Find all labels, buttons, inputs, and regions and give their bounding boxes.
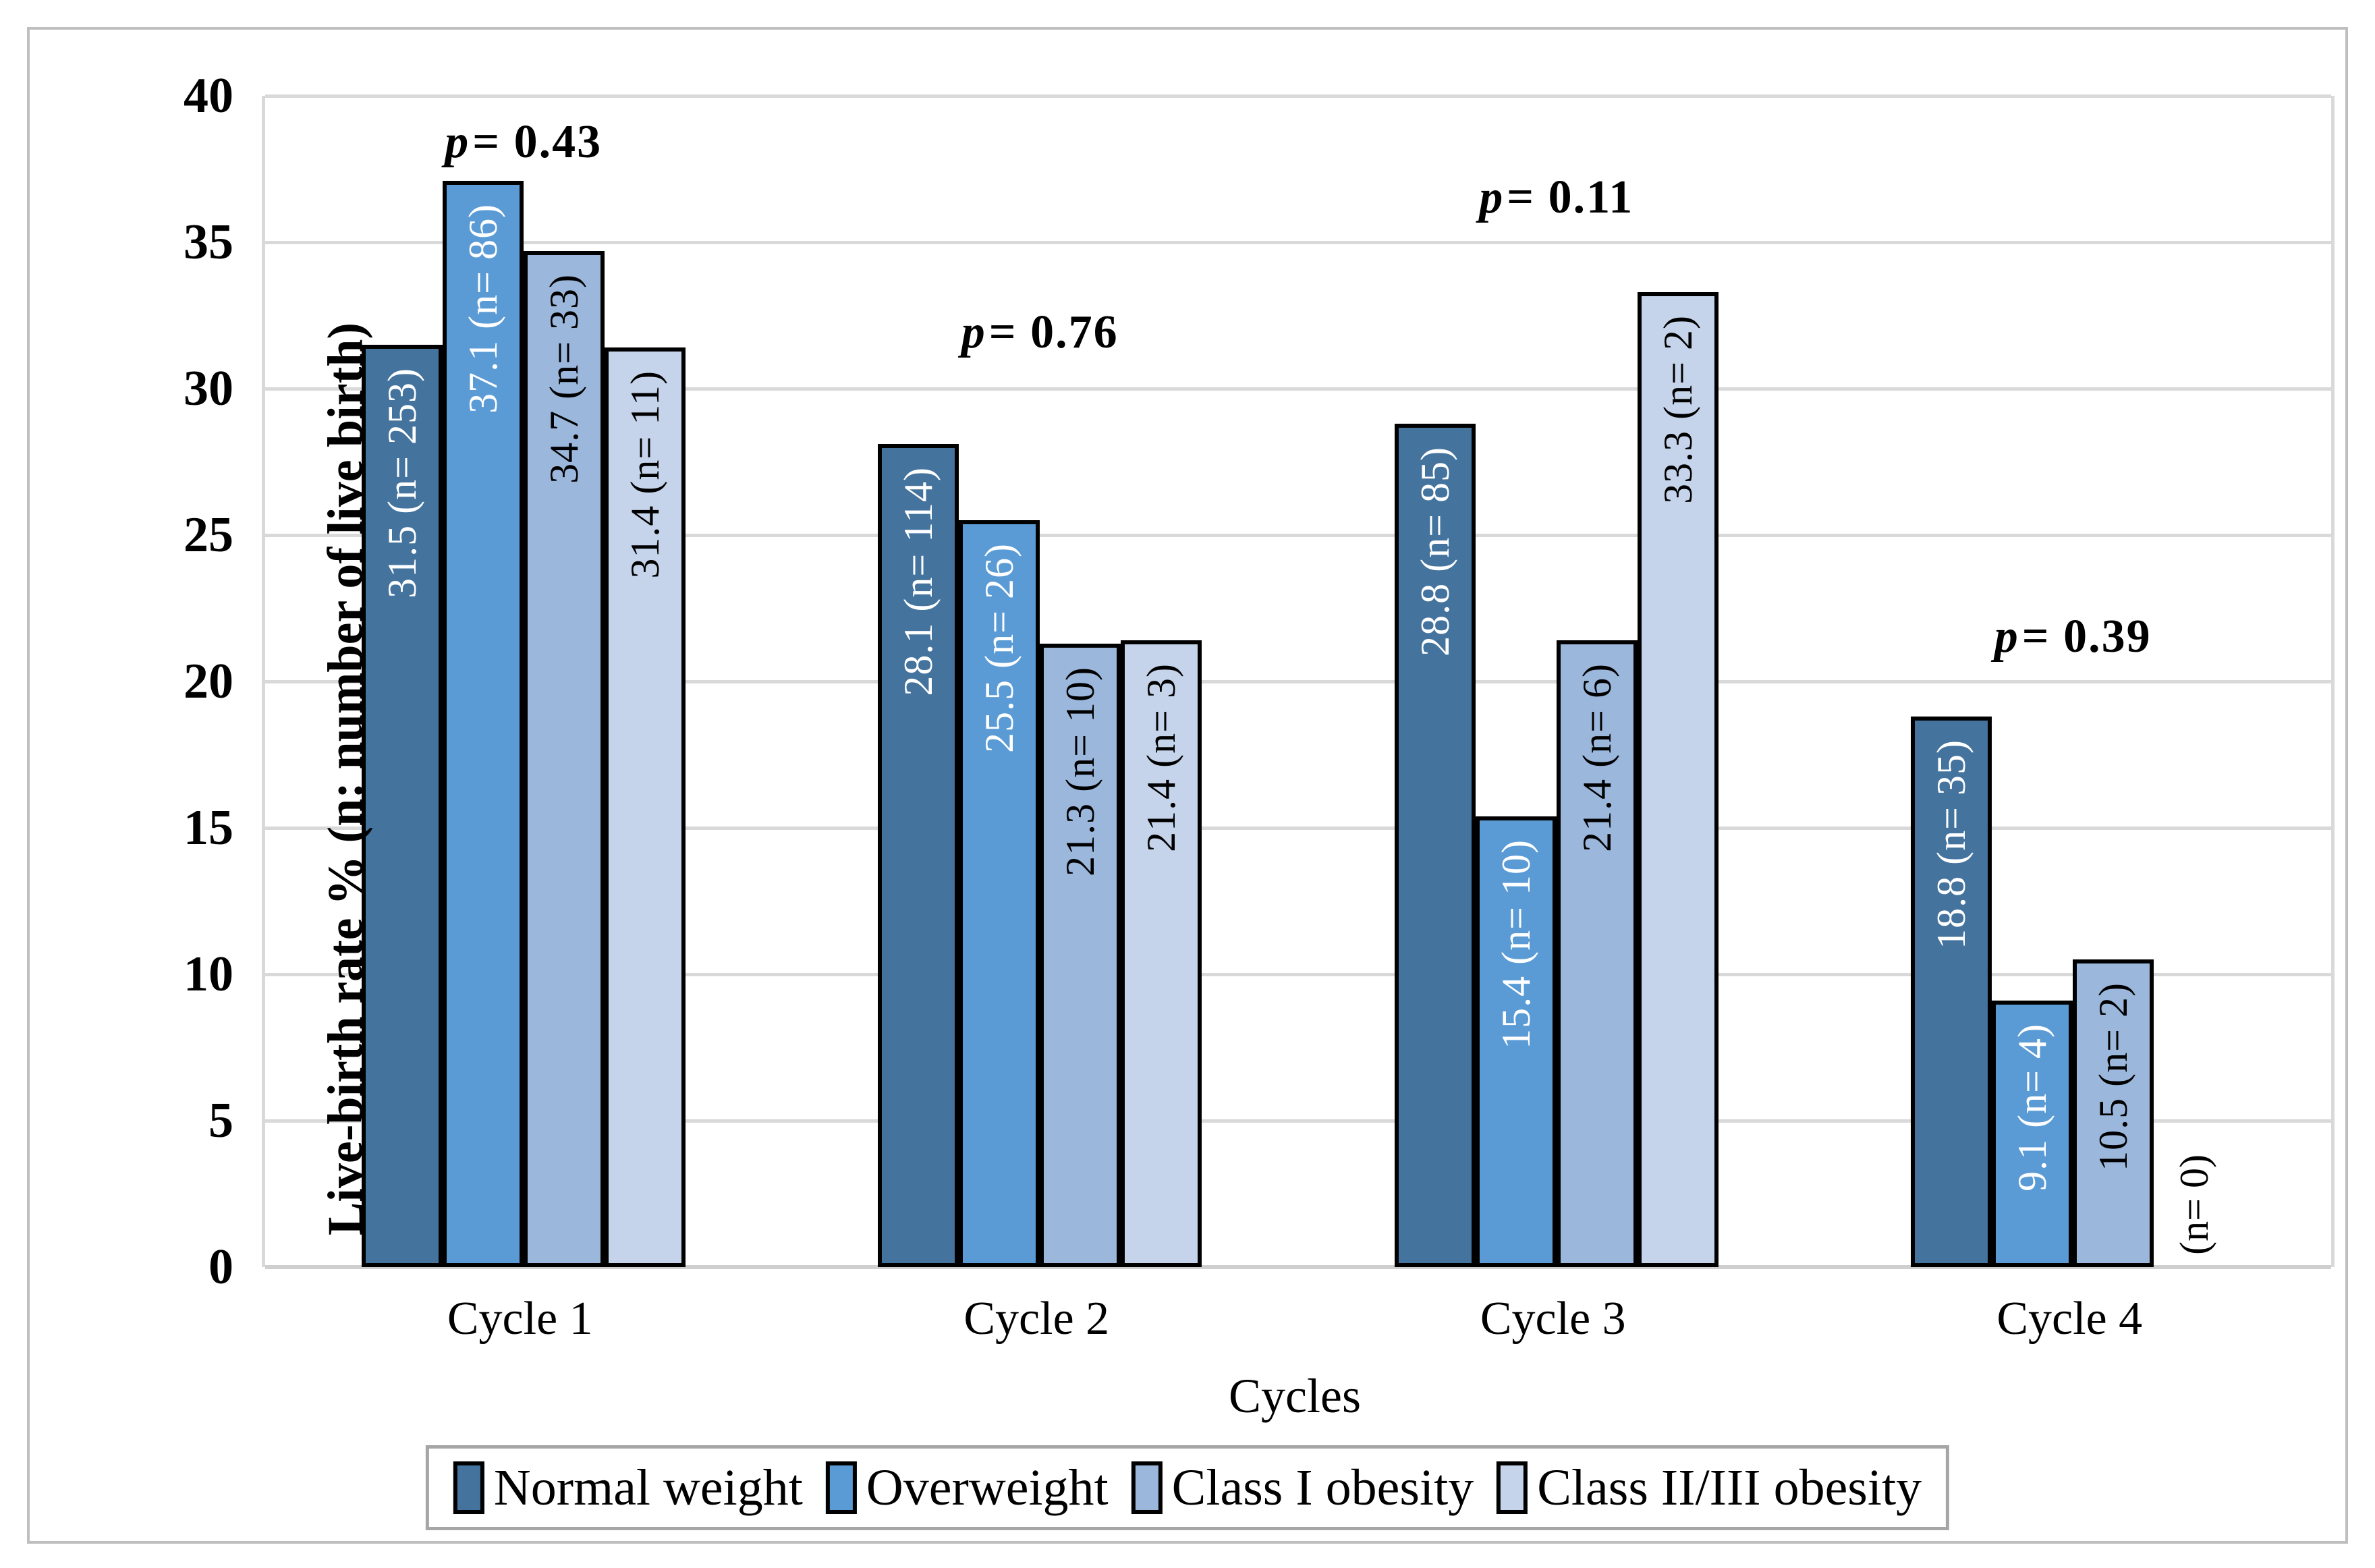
bar-value-label: 21.4 (n= 6): [1574, 663, 1619, 852]
bar-normal-weight-cycle-1: 31.5 (n= 253): [361, 345, 443, 1267]
legend-entry-overweight: Overweight: [825, 1459, 1109, 1516]
legend-entry-class-ii-iii-obesity: Class II/III obesity: [1497, 1461, 1922, 1514]
gridline: [265, 534, 2331, 537]
bar-value-label: 21.4 (n= 3): [1139, 663, 1184, 852]
y-tick-label-5: 5: [208, 1093, 233, 1148]
bar-normal-weight-cycle-4: 18.8 (n= 35): [1911, 717, 1992, 1267]
bar-overweight-cycle-2: 25.5 (n= 26): [959, 520, 1040, 1267]
bar-value-label: 31.5 (n= 253): [379, 368, 424, 598]
bar-value-label: 33.3 (n= 2): [1655, 315, 1700, 504]
gridline: [265, 241, 2331, 244]
y-tick-label-35: 35: [184, 215, 233, 270]
bar-overweight-cycle-4: 9.1 (n= 4): [1992, 1001, 2073, 1267]
bar-value-label: 31.4 (n= 11): [622, 370, 667, 579]
gridline: [265, 1119, 2331, 1123]
p-value-label-cycle-2: p= 0.76: [961, 306, 1119, 358]
legend-label: Normal weight: [493, 1459, 803, 1516]
legend-entry-class-i-obesity: Class I obesity: [1131, 1461, 1474, 1514]
bar-normal-weight-cycle-3: 28.8 (n= 85): [1394, 424, 1476, 1267]
x-axis-line: [265, 1265, 2331, 1269]
bar-class-i-obesity-cycle-2: 21.3 (n= 10): [1040, 644, 1121, 1267]
plot-area: 31.5 (n= 253) 37.1 (n= 86) 34.7 (n= 33) 31.…: [262, 94, 2335, 1269]
legend-label: Class I obesity: [1171, 1459, 1474, 1516]
y-axis-title: Live-birth rate % (n: number of live bir…: [318, 322, 374, 1236]
x-tick-label-cycle-4: Cycle 4: [1996, 1293, 2143, 1345]
y-tick-label-20: 20: [184, 654, 233, 709]
bar-value-label: 10.5 (n= 2): [2091, 982, 2136, 1171]
x-tick-label-cycle-1: Cycle 1: [447, 1293, 593, 1345]
p-value-label-cycle-1: p= 0.43: [445, 115, 603, 168]
bar-value-label: 34.7 (n= 33): [541, 274, 586, 484]
y-tick-label-10: 10: [184, 947, 233, 1002]
p-value-label-cycle-4: p= 0.39: [1994, 611, 2152, 663]
gridline: [265, 94, 2331, 98]
legend-entry-normal-weight: Normal weight: [453, 1461, 803, 1514]
bar-class-i-obesity-cycle-4: 10.5 (n= 2): [2073, 959, 2154, 1267]
gridline: [265, 827, 2331, 830]
legend-swatch-icon: [1131, 1461, 1163, 1514]
legend-swatch-icon: [1497, 1461, 1528, 1514]
x-tick-label-cycle-3: Cycle 3: [1480, 1293, 1626, 1345]
legend: Normal weight Overweight Class I obesity Cl…: [425, 1445, 1950, 1530]
y-tick-label-40: 40: [184, 68, 233, 123]
legend-label: Overweight: [866, 1459, 1109, 1516]
bar-value-label: 15.4 (n= 10): [1493, 839, 1538, 1049]
legend-label: Class II/III obesity: [1537, 1459, 1922, 1516]
bar-value-label: 9.1 (n= 4): [2010, 1024, 2055, 1192]
bar-class-ii-iii-obesity-cycle-3: 33.3 (n= 2): [1637, 292, 1719, 1267]
bar-normal-weight-cycle-2: 28.1 (n= 114): [878, 444, 959, 1267]
bar-overweight-cycle-1: 37.1 (n= 86): [442, 181, 524, 1267]
y-tick-label-0: 0: [208, 1239, 233, 1295]
bar-class-ii-iii-obesity-cycle-2: 21.4 (n= 3): [1121, 640, 1202, 1267]
y-tick-label-25: 25: [184, 507, 233, 563]
bar-value-label: 21.3 (n= 10): [1058, 667, 1103, 876]
bar-value-label: 28.1 (n= 114): [896, 467, 941, 696]
bar-class-i-obesity-cycle-1: 34.7 (n= 33): [523, 251, 605, 1267]
bar-value-label: 18.8 (n= 35): [1929, 739, 1974, 949]
legend-swatch-icon: [825, 1461, 857, 1514]
bar-value-label: 37.1 (n= 86): [460, 204, 505, 414]
legend-swatch-icon: [453, 1461, 484, 1514]
y-tick-label-15: 15: [184, 800, 233, 856]
gridline: [265, 387, 2331, 391]
bar-value-label-zero-cycle-4: (n= 0): [2172, 1154, 2217, 1255]
gridline: [265, 680, 2331, 683]
bar-class-i-obesity-cycle-3: 21.4 (n= 6): [1556, 640, 1638, 1267]
x-axis-title: Cycles: [1229, 1369, 1361, 1423]
p-value-label-cycle-3: p= 0.11: [1479, 171, 1634, 224]
bar-class-ii-iii-obesity-cycle-1: 31.4 (n= 11): [604, 347, 686, 1267]
bar-overweight-cycle-3: 15.4 (n= 10): [1475, 816, 1557, 1267]
gridline: [265, 973, 2331, 976]
bar-value-label: 25.5 (n= 26): [977, 543, 1022, 753]
y-tick-label-30: 30: [184, 361, 233, 416]
bar-value-label: 28.8 (n= 85): [1412, 447, 1457, 656]
x-tick-label-cycle-2: Cycle 2: [963, 1293, 1110, 1345]
